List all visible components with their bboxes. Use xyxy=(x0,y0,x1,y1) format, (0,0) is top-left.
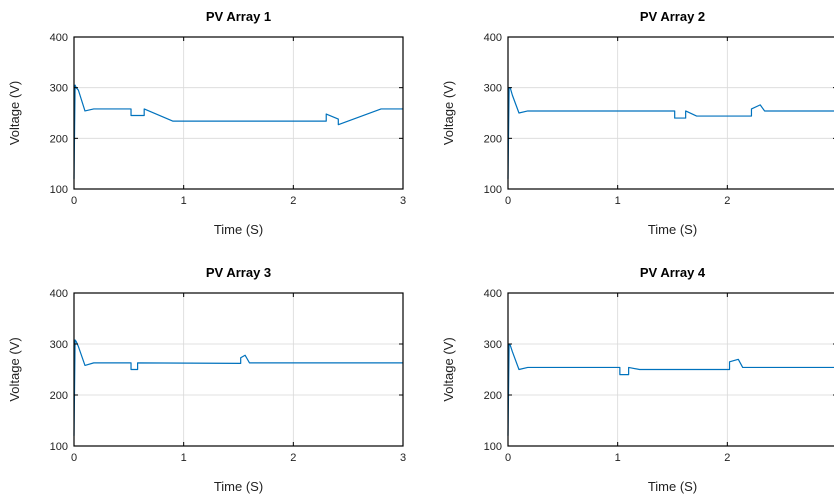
x-tick-label: 2 xyxy=(724,195,730,207)
series-line xyxy=(507,87,834,179)
x-tick-label: 0 xyxy=(71,195,77,207)
y-axis-label: Voltage (V) xyxy=(441,81,456,145)
series-line xyxy=(73,84,403,179)
y-tick-label: 300 xyxy=(50,339,68,351)
y-tick-label: 100 xyxy=(50,441,68,453)
axes-frame xyxy=(73,36,404,190)
axes-frame xyxy=(73,292,404,447)
y-tick-label: 400 xyxy=(50,32,68,44)
y-axis-label: Voltage (V) xyxy=(7,81,22,145)
axes-frame xyxy=(507,36,834,190)
x-tick-label: 0 xyxy=(71,452,77,464)
x-tick-label: 0 xyxy=(505,452,511,464)
x-tick-label: 2 xyxy=(290,195,296,207)
x-tick-label: 1 xyxy=(615,452,621,464)
y-axis-label: Voltage (V) xyxy=(441,337,456,401)
y-tick-label: 200 xyxy=(50,390,68,402)
y-tick-label: 300 xyxy=(484,339,502,351)
series-line xyxy=(73,339,403,436)
chart-title: PV Array 1 xyxy=(206,9,271,24)
series-line xyxy=(507,343,834,436)
x-tick-label: 1 xyxy=(615,195,621,207)
chart-title: PV Array 4 xyxy=(640,265,706,280)
y-tick-label: 100 xyxy=(484,441,502,453)
y-axis-label: Voltage (V) xyxy=(7,337,22,401)
axes-frame xyxy=(507,292,834,447)
y-tick-label: 200 xyxy=(50,133,68,145)
x-axis-label: Time (S) xyxy=(214,479,263,494)
x-tick-label: 3 xyxy=(400,452,406,464)
y-tick-label: 300 xyxy=(484,83,502,95)
y-tick-label: 400 xyxy=(484,288,502,300)
x-tick-label: 2 xyxy=(724,452,730,464)
y-tick-label: 400 xyxy=(484,32,502,44)
y-tick-label: 200 xyxy=(484,133,502,145)
x-tick-label: 2 xyxy=(290,452,296,464)
y-tick-label: 200 xyxy=(484,390,502,402)
x-tick-label: 3 xyxy=(400,195,406,207)
x-tick-label: 1 xyxy=(181,195,187,207)
x-tick-label: 1 xyxy=(181,452,187,464)
x-tick-label: 0 xyxy=(505,195,511,207)
y-tick-label: 300 xyxy=(50,83,68,95)
x-axis-label: Time (S) xyxy=(214,222,263,237)
x-axis-label: Time (S) xyxy=(648,479,697,494)
subplot-1: 0 1 2 3 100 200 300 400 PV Array 1 Time (S) Voltag… xyxy=(7,9,406,237)
subplot-3: 0 1 2 3 100 200 300 400 PV Array 3 Time (S) Voltag… xyxy=(7,265,406,494)
y-tick-label: 100 xyxy=(50,184,68,196)
x-axis-label: Time (S) xyxy=(648,222,697,237)
y-tick-label: 100 xyxy=(484,184,502,196)
y-tick-label: 400 xyxy=(50,288,68,300)
chart-title: PV Array 2 xyxy=(640,9,705,24)
chart-title: PV Array 3 xyxy=(206,265,271,280)
